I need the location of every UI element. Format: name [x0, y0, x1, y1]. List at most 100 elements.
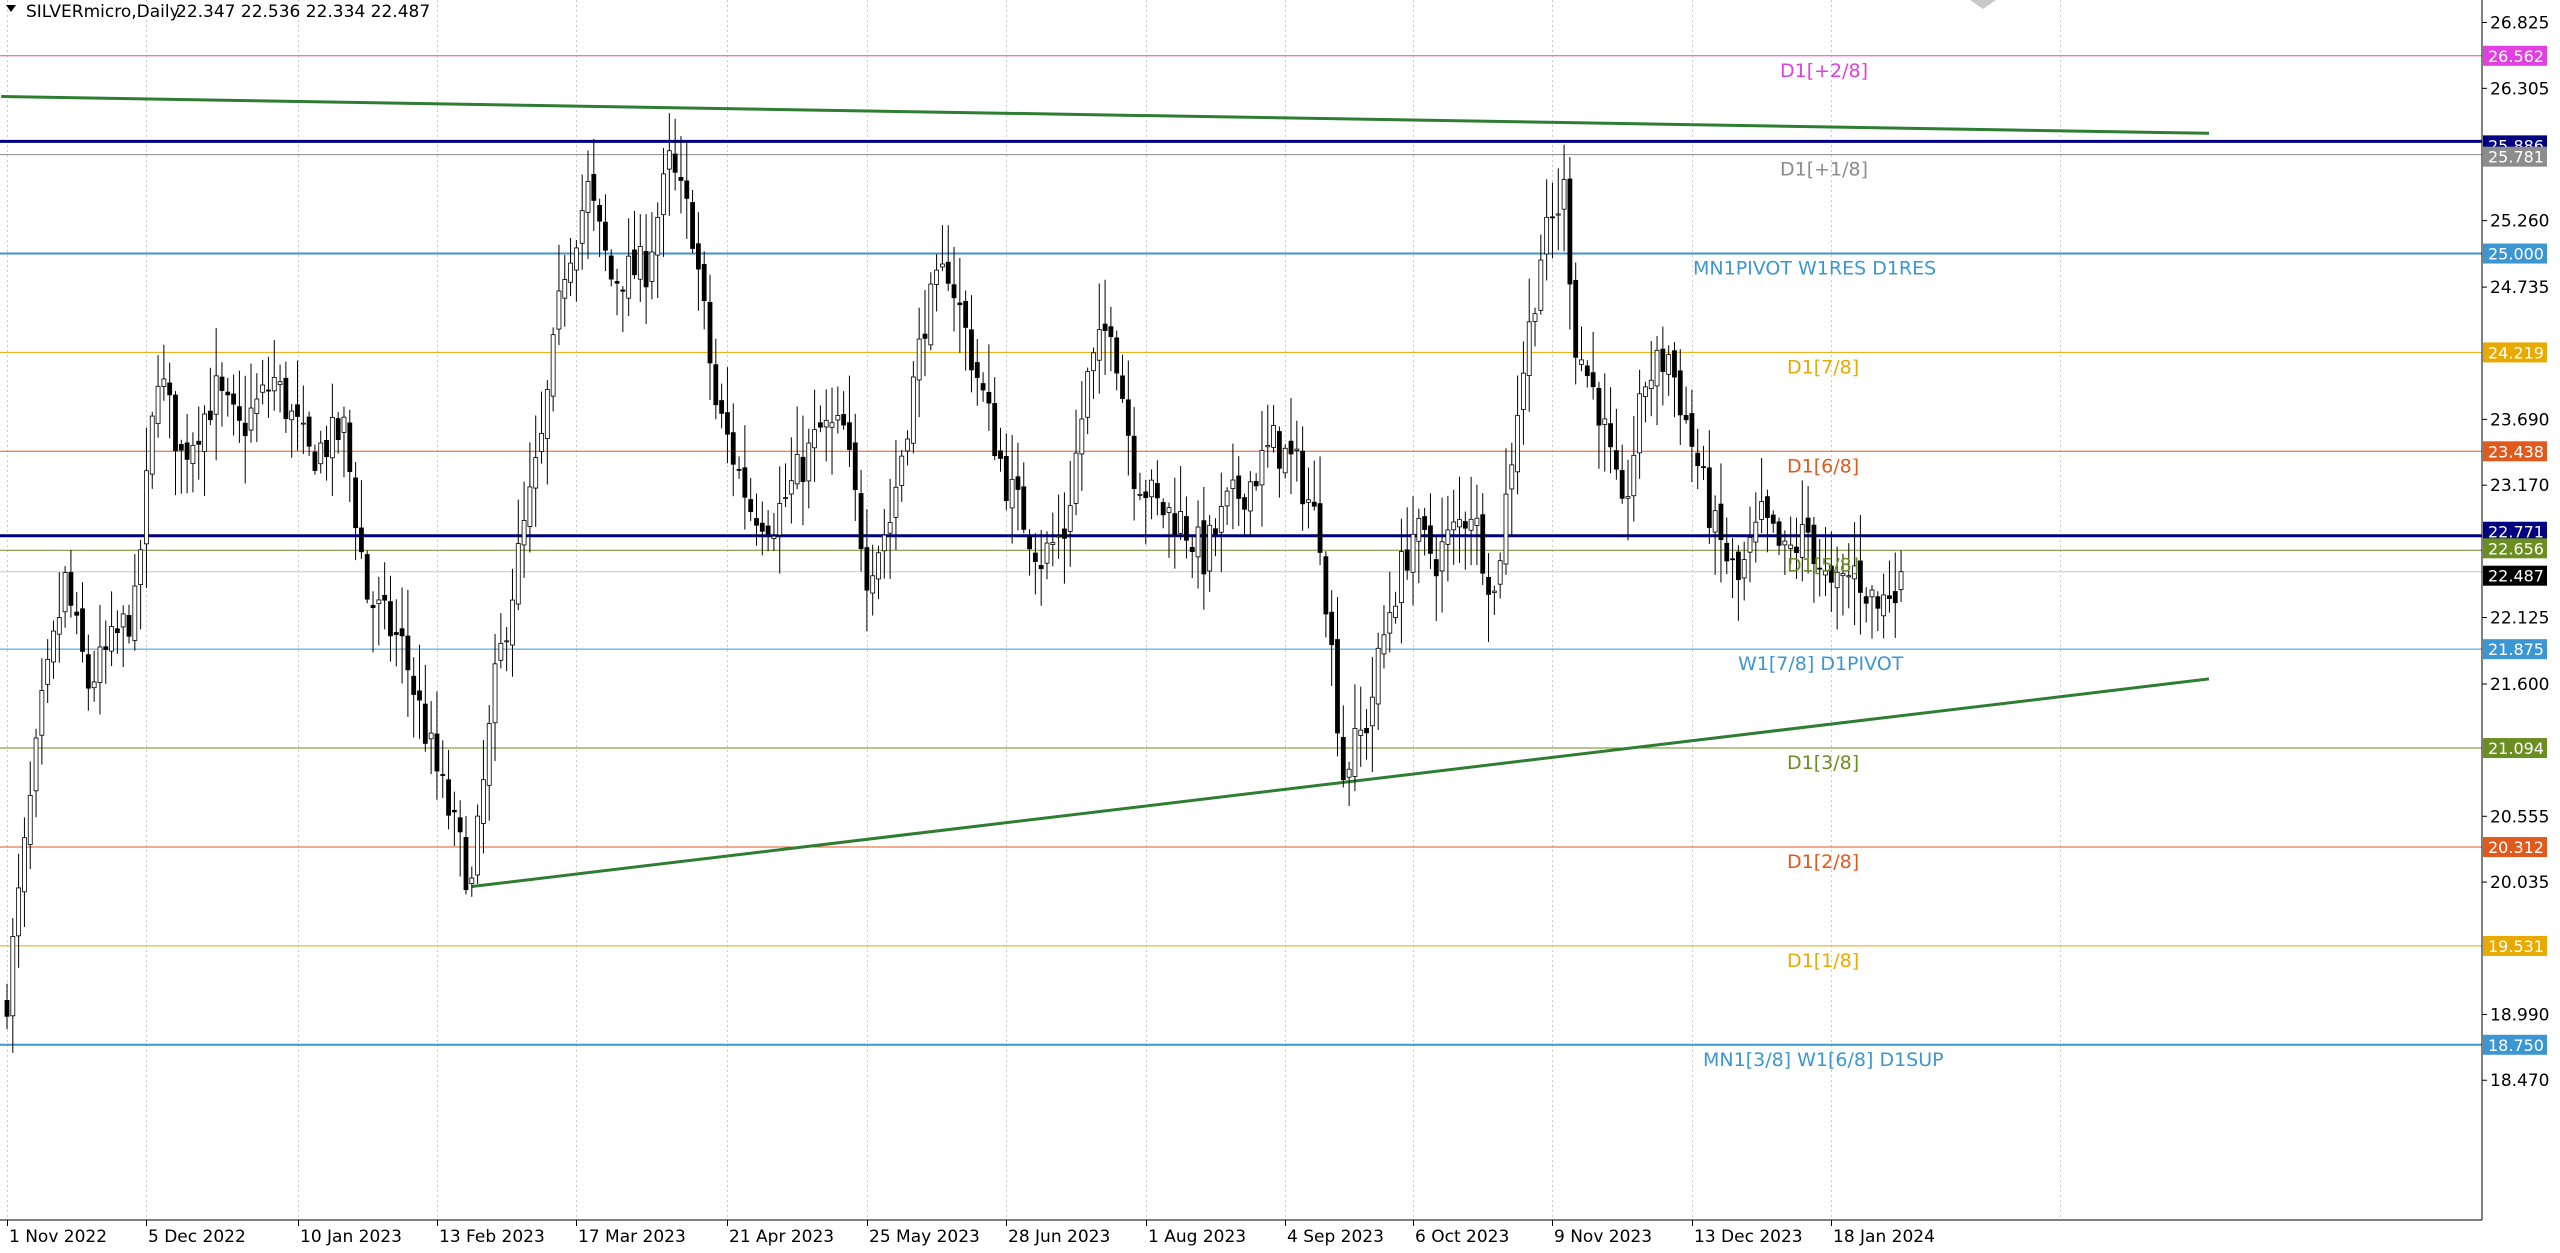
candle-up	[812, 429, 817, 449]
candle-up	[1515, 415, 1520, 473]
candle-down	[1288, 440, 1294, 455]
candle-down	[963, 300, 969, 328]
x-tick-label: 18 Jan 2024	[1833, 1227, 1935, 1247]
candle-up	[1399, 551, 1404, 604]
candle-up	[794, 453, 800, 485]
y-tick-label: 21.600	[2490, 675, 2549, 695]
candle-up	[783, 497, 788, 499]
candle-down	[1590, 372, 1596, 388]
candle-down	[399, 628, 405, 637]
candle-up	[486, 723, 492, 786]
candle-down	[1003, 456, 1009, 502]
candle-up	[1410, 533, 1416, 573]
candle-down	[591, 173, 597, 201]
candle-down	[1805, 517, 1811, 533]
candle-up	[1561, 179, 1567, 210]
x-tick-label: 25 May 2023	[869, 1227, 980, 1247]
candle-up	[771, 535, 777, 539]
candle-up	[1079, 418, 1085, 455]
candle-down	[359, 527, 364, 553]
candle-down	[1735, 551, 1741, 581]
candle-up	[1375, 647, 1381, 705]
candle-down	[68, 572, 74, 606]
price-tag-label: 18.750	[2488, 1036, 2544, 1055]
candle-down	[1125, 399, 1131, 436]
candle-down	[382, 594, 388, 601]
candle-up	[1503, 493, 1509, 565]
candle-down	[858, 493, 864, 550]
candle-down	[707, 301, 713, 364]
y-tick-label: 24.735	[2490, 278, 2549, 298]
candle-down	[207, 410, 213, 421]
price-tag	[2483, 538, 2547, 559]
candle-up	[1009, 478, 1015, 509]
candle-up	[144, 470, 149, 545]
candle-up	[1840, 572, 1846, 577]
candle-down	[1329, 611, 1335, 646]
candle-down	[1120, 375, 1125, 399]
candle-up	[562, 279, 568, 299]
candle-down	[969, 329, 974, 371]
candle-up	[1195, 526, 1201, 558]
candle-down	[678, 176, 684, 181]
candle-down	[1683, 415, 1689, 421]
candle-up	[1474, 517, 1480, 526]
candle-up	[1753, 521, 1759, 543]
candle-down	[353, 477, 359, 529]
candle-up	[1898, 571, 1904, 590]
candle-down	[417, 690, 422, 701]
y-tick-label: 25.260	[2490, 212, 2549, 232]
candle-down	[1462, 521, 1468, 529]
candle-down	[1114, 337, 1120, 374]
candle-down	[1364, 727, 1369, 734]
candle-up	[1096, 329, 1102, 361]
candle-down	[1201, 520, 1207, 575]
candle-up	[1579, 359, 1584, 365]
candle-down	[405, 635, 411, 671]
candle-up	[573, 247, 579, 271]
price-tag-label: 25.781	[2488, 148, 2544, 167]
candle-up	[1834, 571, 1840, 589]
x-tick-label: 6 Oct 2023	[1415, 1227, 1509, 1247]
candle-down	[1608, 423, 1613, 448]
chevron-down-icon[interactable]	[6, 5, 16, 12]
candle-up	[835, 415, 841, 421]
candle-up	[1085, 371, 1091, 418]
candle-down	[1892, 591, 1898, 604]
candle-up	[806, 442, 812, 482]
scroll-marker-icon[interactable]	[1970, 0, 1996, 9]
price-tag	[2483, 1034, 2547, 1055]
candle-down	[1323, 556, 1329, 615]
price-tag	[2483, 45, 2547, 66]
candle-down	[864, 547, 870, 591]
candle-down	[1300, 450, 1306, 505]
candle-down	[1335, 639, 1340, 734]
candle-down	[1131, 435, 1137, 490]
candle-up	[905, 438, 910, 452]
candle-up	[1306, 499, 1311, 503]
candle-up	[260, 384, 266, 393]
candle-up	[481, 779, 486, 824]
candle-up	[579, 210, 585, 244]
candle-up	[1073, 452, 1079, 504]
candle-down	[1480, 514, 1486, 574]
candle-down	[266, 389, 271, 392]
candle-down	[1038, 565, 1044, 570]
candle-down	[457, 817, 463, 833]
candle-up	[1393, 605, 1398, 619]
candle-up	[829, 422, 835, 428]
candle-up	[1439, 541, 1445, 572]
candle-up	[271, 377, 277, 392]
candle-down	[335, 418, 341, 440]
candle-down	[103, 646, 109, 650]
candle-up	[1271, 425, 1276, 448]
level-label: D1[+2/8]	[1780, 60, 1868, 82]
candle-up	[510, 599, 515, 646]
candle-down	[620, 289, 626, 292]
candle-up	[504, 640, 510, 643]
candle-down	[765, 525, 771, 535]
candle-down	[1794, 546, 1799, 553]
candle-up	[300, 422, 306, 425]
candle-down	[219, 376, 225, 391]
